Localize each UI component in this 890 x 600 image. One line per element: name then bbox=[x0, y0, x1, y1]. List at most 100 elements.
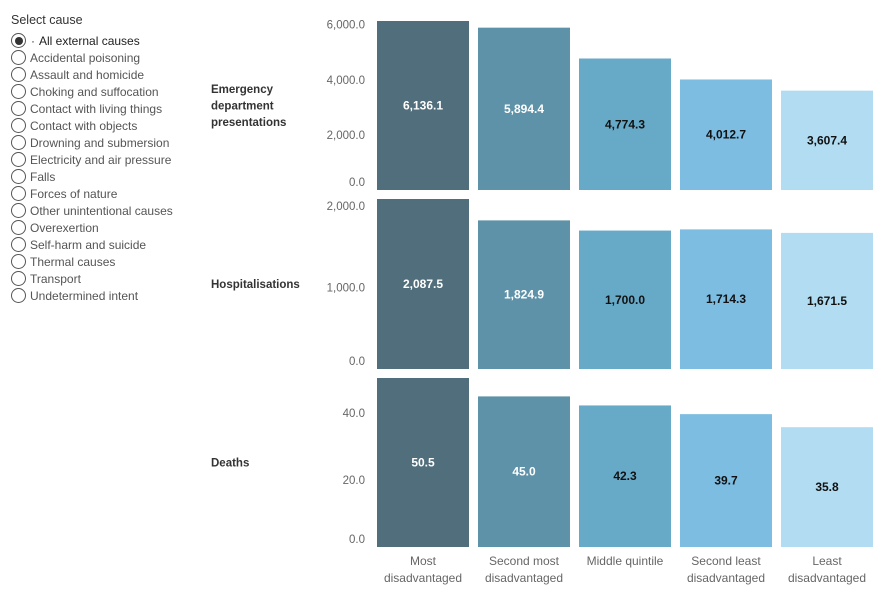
radio-label: Thermal causes bbox=[30, 254, 116, 269]
radio-label: Falls bbox=[30, 169, 56, 184]
radio-list: · All external causes Accidental poisoning… bbox=[11, 32, 206, 304]
row-label: Emergency bbox=[211, 84, 274, 96]
radio-option[interactable]: Forces of nature bbox=[11, 185, 206, 202]
radio-button-icon[interactable] bbox=[11, 271, 26, 286]
y-tick-label: 2,000.0 bbox=[327, 201, 365, 213]
radio-label: Contact with living things bbox=[30, 101, 163, 116]
bar bbox=[680, 229, 772, 369]
bar bbox=[478, 396, 570, 547]
bar bbox=[377, 378, 469, 547]
bar-value-label: 1,671.5 bbox=[807, 294, 847, 308]
radio-label: Electricity and air pressure bbox=[30, 152, 172, 167]
bar-value-label: 4,774.3 bbox=[605, 117, 645, 131]
bar-value-label: 45.0 bbox=[512, 465, 536, 479]
radio-option[interactable]: Accidental poisoning bbox=[11, 49, 206, 66]
x-category-label: Second least bbox=[691, 554, 761, 568]
x-category-label: Least bbox=[812, 554, 842, 568]
radio-option[interactable]: Overexertion bbox=[11, 219, 206, 236]
bar-value-label: 5,894.4 bbox=[504, 102, 544, 116]
row-label: presentations bbox=[211, 117, 286, 129]
x-category-label: disadvantaged bbox=[384, 571, 462, 585]
radio-button-icon[interactable] bbox=[11, 84, 26, 99]
y-tick-label: 1,000.0 bbox=[327, 283, 365, 295]
radio-option[interactable]: Contact with living things bbox=[11, 100, 206, 117]
radio-label: Assault and homicide bbox=[30, 67, 145, 82]
radio-label: Drowning and submersion bbox=[30, 135, 170, 150]
y-tick-label: 20.0 bbox=[343, 475, 365, 487]
radio-button-icon[interactable] bbox=[11, 118, 26, 133]
selected-marker-icon: · bbox=[31, 33, 35, 48]
radio-label: Accidental poisoning bbox=[30, 50, 141, 65]
radio-option[interactable]: · All external causes bbox=[11, 32, 206, 49]
radio-label: Self-harm and suicide bbox=[30, 237, 147, 252]
bar bbox=[680, 79, 772, 190]
bar-value-label: 2,087.5 bbox=[403, 277, 443, 291]
radio-option[interactable]: Contact with objects bbox=[11, 117, 206, 134]
radio-label: Transport bbox=[30, 271, 81, 286]
radio-option[interactable]: Assault and homicide bbox=[11, 66, 206, 83]
radio-button-icon[interactable] bbox=[11, 135, 26, 150]
bar-value-label: 35.8 bbox=[815, 480, 839, 494]
x-category-label: disadvantaged bbox=[485, 571, 563, 585]
radio-button-icon[interactable] bbox=[11, 288, 26, 303]
radio-option[interactable]: Electricity and air pressure bbox=[11, 151, 206, 168]
bar-value-label: 39.7 bbox=[714, 474, 738, 488]
x-category-label: Most bbox=[410, 554, 437, 568]
radio-button-icon[interactable] bbox=[11, 220, 26, 235]
radio-option[interactable]: Self-harm and suicide bbox=[11, 236, 206, 253]
x-category-label: disadvantaged bbox=[687, 571, 765, 585]
radio-button-icon[interactable] bbox=[11, 50, 26, 65]
radio-option[interactable]: Undetermined intent bbox=[11, 287, 206, 304]
y-tick-label: 40.0 bbox=[343, 408, 365, 420]
row-label: Deaths bbox=[211, 458, 249, 470]
x-category-label: Second most bbox=[489, 554, 560, 568]
bar bbox=[781, 232, 873, 369]
bar bbox=[478, 27, 570, 190]
y-tick-label: 0.0 bbox=[349, 534, 365, 546]
radio-option[interactable]: Other unintentional causes bbox=[11, 202, 206, 219]
y-tick-label: 0.0 bbox=[349, 356, 365, 368]
radio-label: All external causes bbox=[39, 33, 140, 48]
radio-button-icon[interactable] bbox=[11, 67, 26, 82]
radio-option[interactable]: Falls bbox=[11, 168, 206, 185]
bar-value-label: 3,607.4 bbox=[807, 133, 847, 147]
radio-button-icon[interactable] bbox=[11, 254, 26, 269]
bar-value-label: 50.5 bbox=[411, 456, 435, 470]
bar-value-label: 4,012.7 bbox=[706, 128, 746, 142]
y-tick-label: 4,000.0 bbox=[327, 75, 365, 87]
y-tick-label: 0.0 bbox=[349, 177, 365, 189]
radio-button-icon[interactable] bbox=[11, 186, 26, 201]
radio-label: Contact with objects bbox=[30, 118, 138, 133]
bar bbox=[579, 58, 671, 190]
row-label: Hospitalisations bbox=[211, 279, 300, 291]
radio-option[interactable]: Transport bbox=[11, 270, 206, 287]
bar-value-label: 1,700.0 bbox=[605, 293, 645, 307]
radio-button-icon[interactable] bbox=[11, 101, 26, 116]
radio-option[interactable]: Choking and suffocation bbox=[11, 83, 206, 100]
radio-label: Overexertion bbox=[30, 220, 99, 235]
radio-option[interactable]: Drowning and submersion bbox=[11, 134, 206, 151]
bar bbox=[781, 427, 873, 547]
y-tick-label: 6,000.0 bbox=[327, 20, 365, 32]
bar-value-label: 1,714.3 bbox=[706, 292, 746, 306]
bar bbox=[579, 405, 671, 547]
filter-title: Select cause bbox=[11, 13, 83, 27]
radio-button-icon[interactable] bbox=[11, 169, 26, 184]
radio-label: Choking and suffocation bbox=[30, 84, 159, 99]
radio-button-icon[interactable] bbox=[11, 203, 26, 218]
bar bbox=[478, 220, 570, 369]
radio-label: Undetermined intent bbox=[30, 288, 139, 303]
x-category-label: Middle quintile bbox=[587, 554, 664, 568]
bar-value-label: 1,824.9 bbox=[504, 288, 544, 302]
radio-button-icon[interactable] bbox=[11, 237, 26, 252]
radio-button-icon[interactable] bbox=[11, 33, 26, 48]
radio-button-icon[interactable] bbox=[11, 152, 26, 167]
row-label: department bbox=[211, 101, 274, 113]
radio-option[interactable]: Thermal causes bbox=[11, 253, 206, 270]
bar-value-label: 6,136.1 bbox=[403, 99, 443, 113]
bar-value-label: 42.3 bbox=[613, 469, 637, 483]
bar bbox=[377, 21, 469, 190]
bar bbox=[377, 199, 469, 369]
cause-filter: Select cause · All external causes Acciden… bbox=[11, 13, 206, 304]
